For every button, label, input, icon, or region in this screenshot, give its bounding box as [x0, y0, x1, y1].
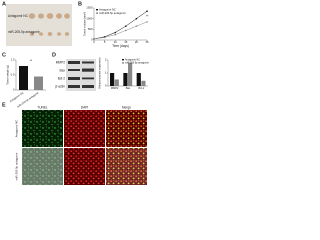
marker [125, 29, 127, 32]
y-tick-label: 1500 [86, 6, 93, 10]
protein-label: β-actin [55, 84, 65, 88]
marker [114, 33, 116, 36]
legend-swatch [96, 9, 98, 11]
bar [123, 73, 128, 86]
protein-label: Bcl-2 [58, 76, 65, 80]
y-tick-label: 0 [13, 88, 15, 92]
legend-label: Antagomir NC [99, 8, 116, 12]
column-header: DAPI [81, 105, 89, 109]
marker [125, 25, 127, 27]
protein-label: MMP2 [56, 60, 65, 64]
bar [114, 79, 119, 86]
x-tick-label: 5 [104, 40, 106, 44]
column-header: Merge [122, 105, 131, 109]
y-tick-label: 1 [105, 71, 107, 75]
x-axis-label: Time (days) [112, 44, 129, 48]
legend-swatch [96, 12, 98, 14]
row-label: miR-205-5p antagomir [15, 153, 19, 181]
line [93, 10, 148, 40]
marker [135, 17, 138, 20]
legend-label: miR-205-5p antagomir [125, 62, 149, 65]
x-tick-label: 25 [145, 40, 149, 44]
x-tick-label: MMP2 [111, 86, 119, 90]
annotation: ** [146, 14, 149, 18]
line [93, 21, 148, 40]
x-tick-label: 20 [135, 40, 139, 44]
bar [110, 73, 115, 86]
panel-label: E [2, 102, 6, 108]
panel-label: A [2, 1, 6, 7]
row-label: Antagomir NC [15, 120, 19, 138]
photo-label: Antagomir NC [8, 14, 29, 18]
bar [34, 76, 43, 90]
panel-label: C [2, 52, 6, 58]
legend-label: Antagomir NC [125, 58, 140, 61]
bar [128, 62, 133, 86]
y-tick-label: 1000 [86, 16, 93, 20]
y-tick-label: 0 [91, 38, 93, 42]
y-axis-label: Tumor volume (mm³) [83, 12, 87, 36]
photo-label: miR-205-5p antagomir [8, 30, 41, 34]
column-header: TUNEL [37, 105, 48, 109]
y-tick-label: 2 [105, 58, 107, 62]
marker [135, 25, 138, 27]
y-tick-label: 0 [105, 84, 107, 88]
y-axis-label: Relative protein expression [98, 57, 102, 89]
western-blot [66, 59, 96, 91]
annotation: ** [30, 59, 33, 63]
x-tick-label: 10 [114, 40, 118, 44]
panel-label: D [52, 52, 56, 58]
legend-label: miR-205-5p antagomir [99, 11, 126, 15]
tumor-photo [6, 4, 72, 46]
panel-label: B [78, 1, 82, 7]
marker [146, 10, 148, 12]
legend-swatch [122, 62, 124, 64]
marker [114, 31, 116, 34]
protein-label: Bax [60, 68, 66, 72]
marker [93, 38, 95, 40]
bar [136, 73, 141, 86]
x-tick-label: 0 [93, 40, 95, 44]
marker [103, 36, 106, 39]
fluorescence-images [22, 110, 147, 185]
x-tick-label: 15 [124, 40, 128, 44]
marker [146, 21, 148, 23]
bar [141, 80, 146, 86]
y-tick-label: 0.5 [11, 73, 15, 77]
x-tick-label: Bax [126, 86, 131, 90]
x-tick-label: Bcl-2 [138, 86, 144, 90]
y-axis-label: Tumor weight (g) [6, 65, 10, 85]
y-tick-label: 1.0 [11, 58, 15, 62]
y-tick-label: 500 [88, 27, 93, 31]
legend-swatch [122, 59, 124, 61]
bar [19, 66, 28, 90]
